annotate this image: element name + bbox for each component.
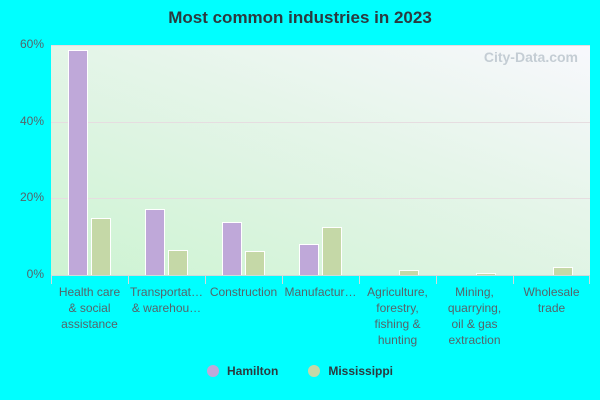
y-tick-label: 40% xyxy=(19,113,44,128)
legend: Hamilton Mississippi xyxy=(0,364,600,378)
legend-dot-icon xyxy=(308,365,321,377)
bar-mississippi[interactable] xyxy=(553,266,573,276)
bar-mississippi[interactable] xyxy=(91,218,111,276)
x-axis-line xyxy=(51,275,590,276)
plot-area: City-Data.com xyxy=(51,45,590,276)
x-tick-label: Agriculture, forestry, fishing & hunting xyxy=(367,285,428,347)
gridline xyxy=(51,45,590,46)
y-tick-label: 60% xyxy=(19,37,44,51)
legend-label: Mississippi xyxy=(328,364,394,378)
x-tick xyxy=(589,275,590,284)
x-tick-label: Wholesale trade xyxy=(523,285,580,315)
x-tick xyxy=(205,275,206,284)
x-tick xyxy=(51,275,52,284)
x-tick-label: Transportat… & warehou… xyxy=(130,285,203,315)
x-tick xyxy=(436,275,437,284)
bar-mississippi[interactable] xyxy=(168,250,188,276)
x-tick-label: Construction xyxy=(209,285,278,299)
legend-item-hamilton[interactable]: Hamilton xyxy=(206,364,279,378)
x-tick-label: Mining, quarrying, oil & gas extraction xyxy=(447,285,502,347)
x-tick xyxy=(128,275,129,284)
bar-hamilton[interactable] xyxy=(145,209,165,276)
bar-mississippi[interactable] xyxy=(322,227,342,276)
bar-mississippi[interactable] xyxy=(399,270,419,276)
y-tick-label: 0% xyxy=(26,267,44,281)
bar-hamilton[interactable] xyxy=(222,222,242,276)
bar-hamilton[interactable] xyxy=(68,49,88,276)
bar-mississippi[interactable] xyxy=(476,273,496,276)
bar-hamilton[interactable] xyxy=(299,244,319,276)
legend-dot-icon xyxy=(206,365,219,377)
bar-mississippi[interactable] xyxy=(245,251,265,276)
x-tick-label: Health care & social assistance xyxy=(58,285,121,331)
x-tick xyxy=(282,275,283,284)
watermark-logo: City-Data.com xyxy=(483,49,578,65)
x-tick xyxy=(513,275,514,284)
chart-title: Most common industries in 2023 xyxy=(168,8,432,27)
y-tick-label: 20% xyxy=(19,190,44,205)
x-tick xyxy=(359,275,360,284)
gridline xyxy=(51,121,590,123)
gridline xyxy=(51,198,590,200)
x-tick-label: Manufactur… xyxy=(284,285,357,299)
legend-item-mississippi[interactable]: Mississippi xyxy=(308,364,393,378)
legend-label: Hamilton xyxy=(226,364,279,378)
